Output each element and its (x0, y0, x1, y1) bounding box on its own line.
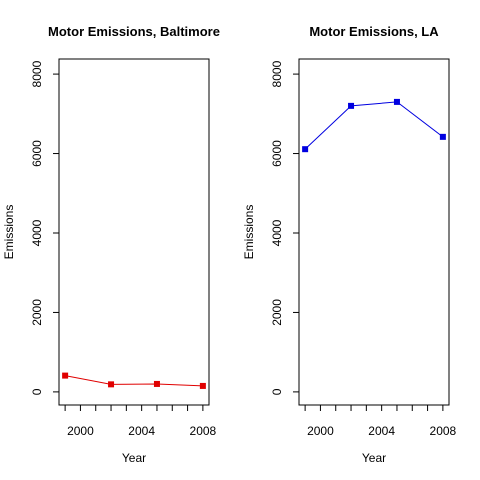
la-x-axis-label: Year (362, 451, 386, 465)
la-x-tick-label: 2004 (368, 424, 395, 438)
la-plot-frame (298, 58, 450, 406)
baltimore-x-ticks: 2000 2004 2008 (64, 405, 217, 438)
baltimore-series (62, 372, 206, 389)
baltimore-data-point-2002 (108, 381, 115, 388)
la-y-tick-label: 6000 (270, 140, 284, 167)
la-y-tick-label: 0 (270, 388, 284, 395)
baltimore-series-line (65, 375, 203, 387)
baltimore-panel: Motor Emissions, Baltimore Year Emission… (2, 24, 220, 465)
la-data-point-2002 (348, 102, 355, 109)
la-x-tick-label: 2008 (430, 424, 457, 438)
baltimore-y-tick-label: 0 (30, 388, 44, 395)
la-data-point-2008 (439, 133, 446, 140)
baltimore-y-tick-label: 8000 (30, 60, 44, 87)
baltimore-y-ticks: 0 2000 4000 6000 8000 (30, 60, 59, 395)
baltimore-x-tick-label: 2004 (128, 424, 155, 438)
la-chart-title: Motor Emissions, LA (309, 24, 439, 39)
la-y-tick-label: 4000 (270, 219, 284, 246)
baltimore-chart-title: Motor Emissions, Baltimore (48, 24, 220, 39)
la-series (302, 98, 446, 153)
la-series-line (304, 101, 444, 150)
la-y-axis-label: Emissions (242, 205, 256, 260)
baltimore-x-tick-label: 2008 (190, 424, 217, 438)
la-y-ticks: 0 2000 4000 6000 8000 (270, 60, 299, 395)
baltimore-y-tick-label: 6000 (30, 140, 44, 167)
baltimore-y-tick-label: 2000 (30, 299, 44, 326)
baltimore-y-axis-label: Emissions (2, 205, 16, 260)
baltimore-x-axis-label: Year (122, 451, 146, 465)
la-data-point-2005 (393, 98, 400, 105)
la-y-tick-label: 2000 (270, 299, 284, 326)
baltimore-data-point-2005 (153, 380, 160, 387)
la-x-ticks: 2000 2004 2008 (304, 405, 457, 438)
la-panel: Motor Emissions, LA Year Emissions 2000 2… (242, 24, 457, 465)
baltimore-data-point-2008 (199, 382, 206, 389)
baltimore-y-tick-label: 4000 (30, 219, 44, 246)
la-data-point-1999 (302, 146, 309, 153)
baltimore-plot-frame (58, 58, 210, 406)
la-x-tick-label: 2000 (307, 424, 334, 438)
baltimore-data-point-1999 (62, 372, 69, 379)
la-y-tick-label: 8000 (270, 60, 284, 87)
baltimore-x-tick-label: 2000 (67, 424, 94, 438)
